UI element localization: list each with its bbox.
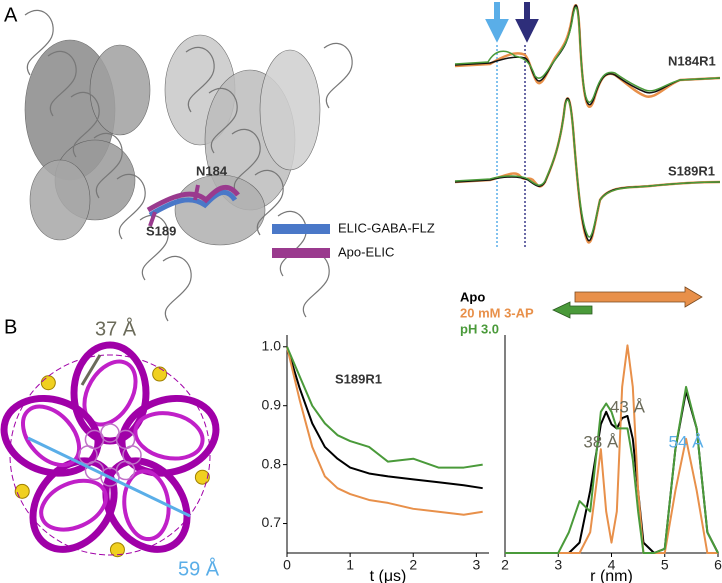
legend-swatch bbox=[272, 248, 330, 258]
x-tick-label: 3 bbox=[554, 557, 562, 573]
strand bbox=[148, 184, 200, 227]
ribbon bbox=[174, 174, 266, 246]
x-axis-label: t (μs) bbox=[370, 568, 407, 583]
distance-arrow bbox=[80, 354, 102, 386]
x-tick-label: 3 bbox=[472, 557, 480, 573]
legend-label: 20 mM 3-AP bbox=[460, 305, 534, 320]
loop bbox=[254, 169, 284, 236]
loop bbox=[162, 255, 192, 322]
x-tick-label: 2 bbox=[409, 557, 417, 573]
annotation: 54 Å bbox=[669, 432, 705, 451]
subunit bbox=[133, 411, 205, 461]
protein-structure bbox=[24, 9, 353, 322]
data-line bbox=[286, 346, 483, 490]
chart-label: S189R1 bbox=[335, 371, 382, 386]
loop bbox=[300, 251, 330, 318]
x-tick-label: 4 bbox=[608, 557, 616, 573]
x-tick-label: 5 bbox=[661, 557, 669, 573]
spectra bbox=[454, 2, 721, 248]
subunit bbox=[70, 341, 150, 445]
panel-label: A bbox=[4, 4, 18, 26]
x-tick-label: 0 bbox=[283, 557, 291, 573]
subunit bbox=[122, 469, 171, 542]
arrow bbox=[485, 2, 509, 43]
spin-label bbox=[152, 366, 168, 382]
strand bbox=[148, 189, 238, 218]
distance-arrow bbox=[27, 436, 191, 518]
residue-label: N184 bbox=[196, 163, 228, 178]
data-line bbox=[505, 344, 718, 554]
x-tick-label: 2 bbox=[501, 557, 509, 573]
legend-label: pH 3.0 bbox=[460, 321, 499, 336]
spectrum bbox=[454, 6, 721, 103]
loop bbox=[70, 91, 100, 158]
subunit bbox=[39, 478, 108, 532]
loop bbox=[323, 42, 353, 109]
loop bbox=[116, 173, 146, 240]
strand bbox=[146, 184, 240, 213]
arrow bbox=[574, 286, 703, 308]
spin-label bbox=[109, 542, 125, 558]
x-axis-label: r (nm) bbox=[590, 568, 633, 583]
spin-label bbox=[194, 469, 210, 485]
ribbon bbox=[29, 159, 91, 241]
loop bbox=[277, 210, 307, 277]
data-line bbox=[286, 346, 483, 469]
spectrum bbox=[454, 99, 721, 238]
annotation: 43 Å bbox=[610, 397, 646, 416]
protein-top-view bbox=[0, 341, 220, 558]
distance-label: 59 Å bbox=[178, 557, 220, 580]
y-tick-label: 1.0 bbox=[262, 337, 282, 353]
spectrum-label: N184R1 bbox=[668, 53, 716, 68]
loop bbox=[208, 87, 238, 154]
ribbon bbox=[259, 49, 321, 171]
y-tick-label: 0.8 bbox=[262, 455, 282, 471]
panel-label: B bbox=[4, 316, 17, 338]
legend-label: Apo bbox=[460, 289, 485, 304]
arrow bbox=[515, 2, 539, 43]
legend-swatch bbox=[272, 224, 330, 234]
distance-label: 37 Å bbox=[95, 317, 137, 340]
loop bbox=[231, 128, 261, 195]
residue-label: S189 bbox=[146, 223, 176, 238]
spin-label bbox=[40, 375, 56, 391]
arrow bbox=[552, 301, 593, 319]
spin-label bbox=[14, 483, 30, 499]
outline bbox=[9, 354, 211, 556]
spectrum-label: S189R1 bbox=[668, 163, 715, 178]
x-tick-label: 1 bbox=[346, 557, 354, 573]
loop bbox=[24, 9, 54, 76]
loop bbox=[93, 132, 123, 199]
legend-label: Apo-ELIC bbox=[338, 244, 394, 259]
y-tick-label: 0.9 bbox=[262, 396, 282, 412]
loop bbox=[47, 50, 77, 117]
ribbon bbox=[89, 44, 151, 136]
legend-label: ELIC-GABA-FLZ bbox=[338, 220, 435, 235]
y-tick-label: 0.7 bbox=[262, 514, 282, 530]
data-line bbox=[505, 385, 719, 554]
annotation: 38 Å bbox=[583, 432, 619, 451]
helix bbox=[115, 429, 136, 450]
data-line bbox=[286, 346, 483, 516]
loop bbox=[185, 46, 215, 113]
x-tick-label: 6 bbox=[714, 557, 722, 573]
